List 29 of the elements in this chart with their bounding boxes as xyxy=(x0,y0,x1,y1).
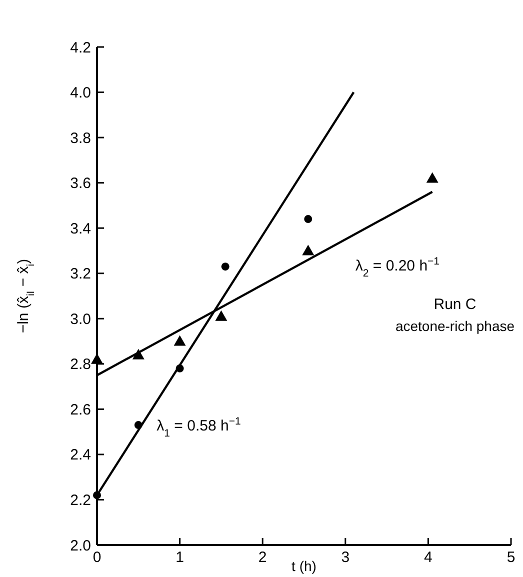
point xyxy=(426,172,438,183)
point xyxy=(215,310,228,321)
x-tick-label: 2 xyxy=(258,549,267,566)
y-tick-label: 3.8 xyxy=(70,130,91,147)
y-tick-label: 3.6 xyxy=(70,175,91,192)
point xyxy=(304,215,312,224)
point xyxy=(174,335,186,346)
x-tick-label: 1 xyxy=(176,549,184,566)
point xyxy=(302,244,314,256)
y-tick-label: 3.4 xyxy=(70,220,91,238)
y-tick-label: 3.2 xyxy=(70,266,91,283)
y-tick-label: 4.0 xyxy=(70,84,91,102)
x-tick-label: 4 xyxy=(424,549,432,566)
x-tick-label: 5 xyxy=(506,549,516,566)
x-axis-title: t (h) xyxy=(292,558,316,574)
annotation: Run C xyxy=(434,296,476,313)
x-tick-label: 0 xyxy=(92,549,102,566)
annotation: acetone-rich phase xyxy=(395,318,515,334)
y-tick-label: 2.4 xyxy=(70,446,91,464)
y-tick-label: 2.2 xyxy=(70,492,91,509)
annotation: λ$_{1}$ = 0.58 h$^{−1}$ xyxy=(156,415,241,440)
x-tick-label: 3 xyxy=(341,549,350,566)
y-tick-label: 3.0 xyxy=(70,310,91,328)
y-tick-label: 4.2 xyxy=(70,39,91,56)
y-tick-label: 2.6 xyxy=(70,401,91,418)
annotation: λ$_{2}$ = 0.20 h$^{−1}$ xyxy=(355,256,440,280)
y-tick-label: 2.8 xyxy=(70,356,91,374)
point xyxy=(221,262,230,271)
y-tick-label: 2.0 xyxy=(70,537,91,554)
